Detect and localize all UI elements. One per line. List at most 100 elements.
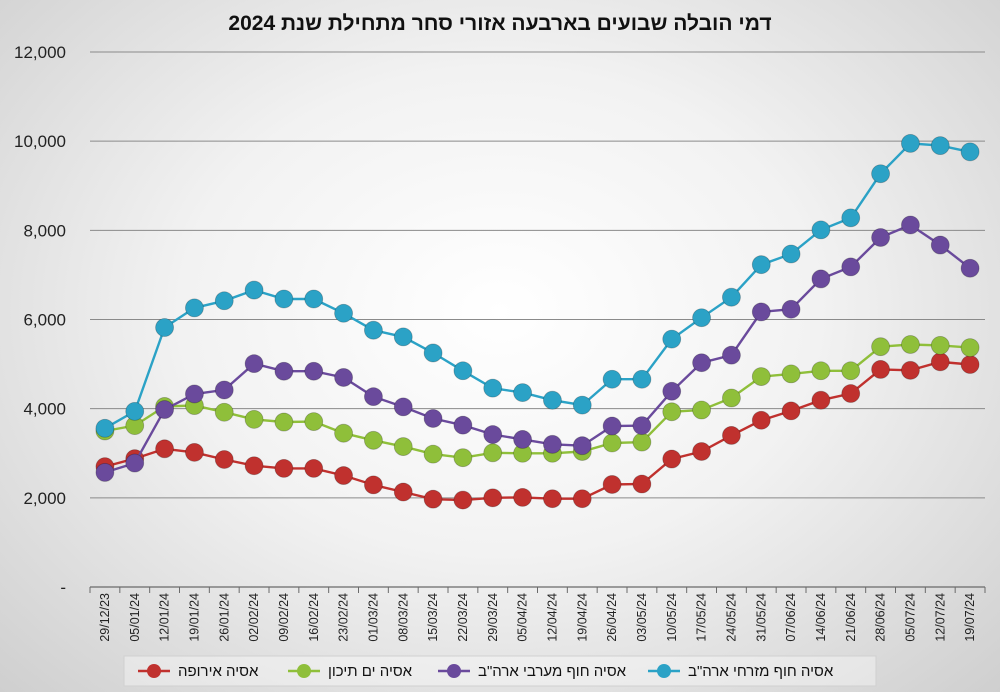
data-point bbox=[244, 409, 264, 429]
data-point bbox=[871, 360, 890, 379]
series-line bbox=[104, 360, 971, 502]
data-point bbox=[185, 298, 204, 318]
x-tick-label: 29/03/24 bbox=[486, 593, 500, 642]
data-point bbox=[602, 433, 622, 453]
data-point bbox=[811, 220, 831, 240]
data-point bbox=[692, 400, 711, 420]
data-point bbox=[95, 463, 115, 482]
data-point bbox=[662, 329, 682, 349]
x-tick-label: 19/01/24 bbox=[187, 593, 201, 642]
data-point bbox=[543, 489, 562, 509]
data-point bbox=[453, 361, 473, 381]
legend-label: אסיה חוף מזרחי ארה"ב bbox=[688, 663, 834, 680]
data-point bbox=[304, 361, 324, 381]
data-point bbox=[632, 369, 652, 389]
data-point bbox=[364, 430, 383, 450]
x-tick-label: 16/02/24 bbox=[307, 593, 321, 642]
legend: אסיה אירופה אסיה ים תיכון אסיה חוף מערבי א… bbox=[123, 655, 877, 687]
data-point bbox=[214, 380, 234, 400]
x-tick-label: 21/06/24 bbox=[844, 593, 858, 642]
x-tick-label: 05/07/24 bbox=[903, 593, 917, 642]
data-point bbox=[751, 367, 771, 386]
data-point bbox=[781, 401, 801, 421]
data-point bbox=[901, 133, 920, 153]
data-point bbox=[901, 215, 920, 235]
x-tick-label: 02/02/24 bbox=[247, 593, 261, 642]
data-point bbox=[662, 381, 682, 401]
x-tick-label: 05/01/24 bbox=[128, 593, 142, 642]
legend-swatch-marker bbox=[447, 664, 461, 678]
data-point bbox=[722, 426, 741, 445]
x-tick-label: 17/05/24 bbox=[695, 593, 709, 642]
data-point bbox=[393, 437, 413, 456]
data-point bbox=[364, 475, 383, 495]
data-point bbox=[95, 418, 115, 438]
data-point bbox=[930, 352, 950, 372]
data-point bbox=[722, 287, 741, 307]
series-4 bbox=[95, 133, 980, 438]
legend-item: אסיה חוף מזרחי ארה"ב bbox=[648, 663, 834, 680]
x-tick-label: 09/02/24 bbox=[277, 593, 291, 642]
data-point bbox=[602, 416, 622, 436]
data-point bbox=[722, 388, 741, 408]
data-point bbox=[304, 289, 324, 309]
legend-swatch-marker bbox=[297, 664, 311, 678]
data-point bbox=[244, 456, 264, 476]
data-point bbox=[214, 291, 234, 311]
data-point bbox=[393, 327, 413, 347]
data-point bbox=[214, 450, 234, 469]
data-point bbox=[423, 343, 443, 363]
chart-title: דמי הובלה שבועים בארבעה אזורי סחר מתחילת… bbox=[228, 12, 771, 35]
data-point bbox=[871, 337, 890, 357]
x-tick-label: 08/03/24 bbox=[396, 593, 410, 642]
data-point bbox=[960, 338, 980, 357]
data-point bbox=[602, 475, 622, 494]
y-tick-label: 12,000 bbox=[14, 43, 66, 62]
data-point bbox=[632, 474, 652, 494]
data-point bbox=[214, 402, 234, 422]
legend-swatch-marker bbox=[657, 664, 671, 678]
series-line bbox=[104, 142, 971, 430]
data-point bbox=[781, 364, 801, 384]
series-2 bbox=[95, 335, 980, 468]
data-point bbox=[543, 390, 562, 410]
data-point bbox=[811, 390, 831, 410]
series-1 bbox=[95, 352, 980, 510]
data-point bbox=[901, 335, 920, 354]
x-tick-label: 28/06/24 bbox=[874, 593, 888, 642]
data-point bbox=[871, 164, 890, 184]
data-point bbox=[453, 490, 473, 510]
x-tick-label: 23/02/24 bbox=[337, 593, 351, 642]
x-tick-label: 07/06/24 bbox=[784, 593, 798, 642]
data-point bbox=[811, 269, 831, 289]
data-point bbox=[185, 384, 204, 404]
data-point bbox=[602, 369, 622, 389]
data-point bbox=[334, 368, 353, 387]
data-point bbox=[513, 487, 532, 507]
x-tick-label: 24/05/24 bbox=[724, 593, 738, 642]
x-tick-label: 03/05/24 bbox=[635, 593, 649, 642]
legend-item: אסיה חוף מערבי ארה"ב bbox=[438, 663, 627, 680]
data-point bbox=[244, 280, 264, 300]
data-point bbox=[393, 482, 413, 502]
data-point bbox=[185, 442, 204, 462]
data-point bbox=[930, 335, 950, 355]
x-tick-label: 10/05/24 bbox=[665, 593, 679, 642]
data-point bbox=[781, 299, 801, 319]
data-point bbox=[453, 448, 473, 468]
x-tick-label: 19/07/24 bbox=[963, 593, 977, 642]
data-point bbox=[304, 412, 324, 431]
data-point bbox=[841, 361, 861, 381]
series-layer bbox=[95, 133, 980, 510]
data-point bbox=[572, 436, 592, 456]
data-point bbox=[513, 430, 532, 449]
x-tick-label: 05/04/24 bbox=[516, 593, 530, 642]
x-tick-label: 15/03/24 bbox=[426, 593, 440, 642]
x-tick-label: 29/12/23 bbox=[98, 593, 112, 642]
data-point bbox=[334, 303, 353, 323]
data-point bbox=[334, 466, 353, 485]
data-point bbox=[513, 383, 532, 403]
x-tick-label: 14/06/24 bbox=[814, 593, 828, 642]
y-tick-label: 6,000 bbox=[23, 311, 66, 330]
